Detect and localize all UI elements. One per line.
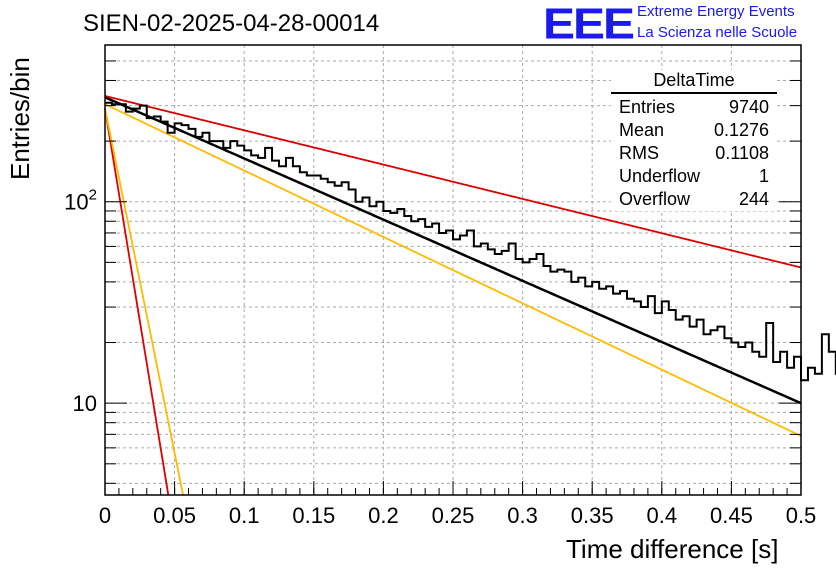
stats-label: RMS	[619, 143, 659, 163]
stats-row-overflow: Overflow 244	[611, 188, 777, 211]
stats-row-rms: RMS 0.1108	[611, 142, 777, 165]
fit-curves	[104, 95, 802, 496]
x-tick-label: 0.15	[292, 503, 335, 528]
stats-row-mean: Mean 0.1276	[611, 119, 777, 142]
y-axis-label: Entries/bin	[5, 57, 35, 180]
stats-value: 0.1276	[713, 120, 769, 140]
stats-label: Underflow	[619, 166, 701, 186]
histogram-steps	[105, 101, 836, 382]
stats-row-entries: Entries 9740	[611, 96, 777, 119]
x-tick-label: 0.05	[153, 503, 196, 528]
stats-row-underflow: Underflow 1	[611, 165, 777, 188]
stats-value: 1	[758, 166, 769, 186]
x-axis-label: Time difference [s]	[566, 534, 779, 564]
stats-title: DeltaTime	[611, 70, 777, 94]
plot-frame	[104, 44, 802, 496]
eee-logo: EEE	[543, 0, 635, 49]
stats-box: DeltaTime Entries 9740 Mean 0.1276 RMS 0…	[611, 70, 777, 211]
x-tick-label: 0.3	[507, 503, 538, 528]
logo-line-2: La Scienza nelle Scuole	[637, 24, 798, 41]
fit-curve-slow	[104, 95, 802, 269]
stats-label: Entries	[619, 97, 676, 117]
stats-label: Overflow	[619, 189, 691, 209]
stats-value: 9740	[728, 97, 769, 117]
x-tick-label: 0.5	[786, 503, 817, 528]
x-tick-label: 0.45	[710, 503, 753, 528]
y-tick-label: 102	[64, 187, 97, 215]
x-tick-label: 0.35	[571, 503, 614, 528]
x-tick-label: 0.1	[229, 503, 260, 528]
fit-curve-total	[104, 96, 802, 405]
x-tick-label: 0.4	[647, 503, 678, 528]
x-tick-label: 0.2	[368, 503, 399, 528]
fit-curve-fast-scaled	[104, 108, 184, 496]
stats-value: 244	[738, 189, 769, 209]
plot-title: SIEN-02-2025-04-28-00014	[83, 10, 380, 37]
fit-curve-fast	[104, 108, 170, 496]
stats-label: Mean	[619, 120, 665, 140]
fit-curve-slow-scaled	[104, 103, 802, 437]
logo-line-1: Extreme Energy Events	[637, 3, 795, 20]
x-tick-label: 0	[99, 503, 111, 528]
stats-value: 0.1108	[715, 143, 769, 163]
y-tick-label: 10	[73, 391, 97, 416]
tick-labels: 0 0.05 0.1 0.15 0.2 0.25 0.3 0.35 0.4 0.45 0.5 10 10…	[64, 187, 816, 528]
x-tick-label: 0.25	[432, 503, 475, 528]
